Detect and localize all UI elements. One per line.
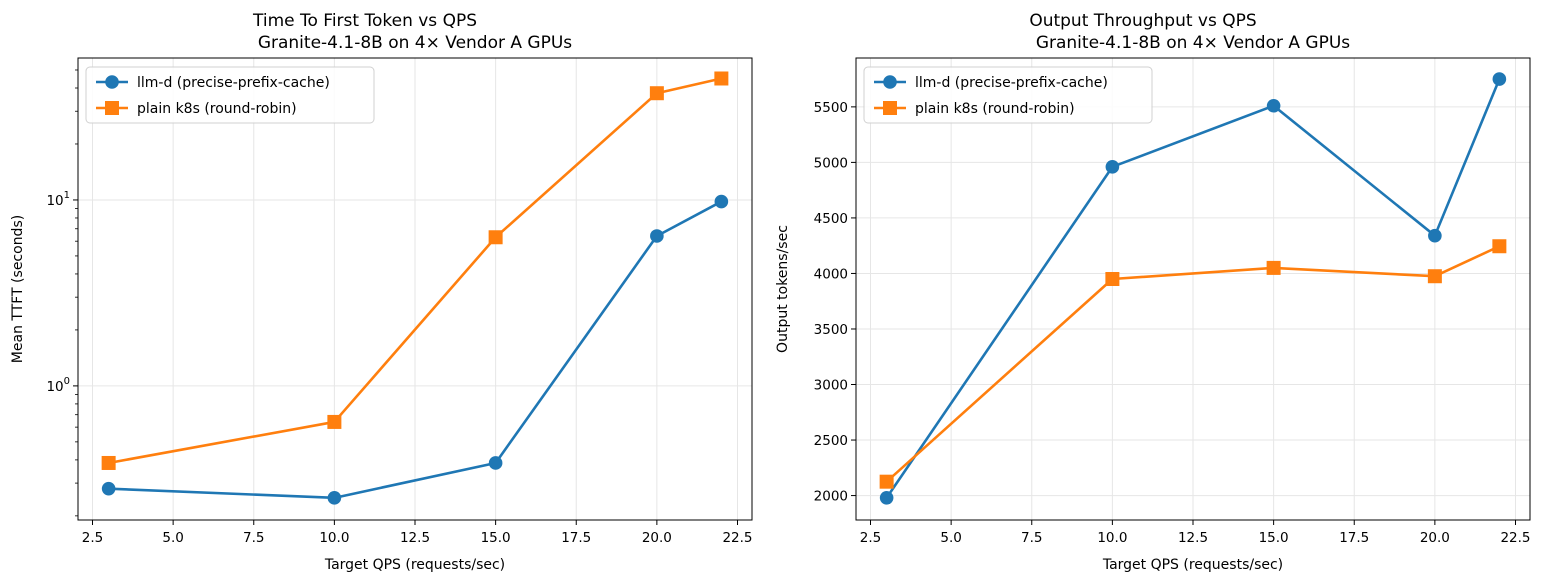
legend-marker	[883, 75, 897, 89]
data-point	[101, 455, 116, 470]
x-tick-label: 17.5	[561, 530, 591, 546]
x-tick-label: 20.0	[1420, 530, 1450, 546]
legend-marker	[105, 101, 119, 115]
x-tick-label: 17.5	[1339, 530, 1369, 546]
y-tick-exponent: 0	[64, 376, 70, 387]
legend-marker	[105, 75, 119, 89]
y-tick-label: 5000	[814, 155, 848, 171]
y-axis-label: Mean TTFT (seconds)	[10, 215, 26, 363]
data-point	[488, 230, 503, 245]
x-tick-label: 2.5	[82, 530, 103, 546]
x-tick-label: 7.5	[1021, 530, 1042, 546]
grid	[856, 58, 1530, 520]
chart-subtitle: Granite-4.1-8B on 4× Vendor A GPUs	[1036, 33, 1350, 53]
y-tick-base: 10	[46, 193, 63, 209]
y-tick-label: 3000	[814, 378, 848, 394]
chart-title: Output Throughput vs QPS	[1029, 11, 1256, 31]
x-axis-label: Target QPS (requests/sec)	[1102, 557, 1283, 573]
data-point	[650, 229, 664, 243]
y-tick-label: 4000	[814, 266, 848, 282]
y-tick-label: 101	[46, 190, 70, 209]
data-point	[101, 481, 116, 496]
x-tick-label: 10.0	[1097, 530, 1127, 546]
legend-label: plain k8s (round-robin)	[137, 101, 297, 117]
x-tick-label: 22.5	[1500, 530, 1530, 546]
legend-box	[863, 66, 1153, 124]
x-tick-label: 12.5	[400, 530, 430, 546]
y-tick-exponent: 1	[64, 190, 70, 201]
x-tick-label: 2.5	[860, 530, 881, 546]
y-tick-label: 100	[46, 376, 70, 395]
data-point	[327, 491, 342, 505]
y-tick-label: 4500	[814, 211, 848, 227]
x-tick-label: 20.0	[642, 530, 672, 546]
x-axis-label: Target QPS (requests/sec)	[324, 557, 505, 573]
data-point	[879, 490, 894, 505]
legend-item: llm-d (precise-prefix-cache)	[96, 75, 330, 91]
series-plain-k8s	[101, 71, 729, 470]
x-tick-label: 10.0	[319, 530, 349, 546]
data-point	[879, 474, 894, 489]
y-tick-label: 3500	[814, 322, 848, 338]
y-axis-label: Output tokens/sec	[775, 225, 791, 353]
legend-marker	[883, 101, 897, 115]
data-point	[488, 456, 503, 470]
y-tick-base: 10	[46, 379, 63, 395]
legend-item: llm-d (precise-prefix-cache)	[874, 75, 1108, 91]
x-tick-label: 7.5	[243, 530, 264, 546]
data-point	[1492, 239, 1507, 254]
legend-box	[85, 66, 375, 124]
data-point	[1105, 272, 1120, 287]
grid	[78, 58, 752, 520]
x-tick-label: 15.0	[481, 530, 511, 546]
legend-item: plain k8s (round-robin)	[96, 101, 297, 117]
x-tick-label: 15.0	[1259, 530, 1289, 546]
x-tick-label: 5.0	[940, 530, 961, 546]
x-tick-label: 22.5	[722, 530, 752, 546]
chart-subtitle: Granite-4.1-8B on 4× Vendor A GPUs	[258, 33, 572, 53]
data-point	[1428, 228, 1442, 243]
x-tick-label: 5.0	[162, 530, 183, 546]
legend: llm-d (precise-prefix-cache) plain k8s (r…	[863, 66, 1153, 124]
chart-title: Time To First Token vs QPS	[252, 11, 477, 31]
legend: llm-d (precise-prefix-cache) plain k8s (r…	[85, 66, 375, 124]
legend-item: plain k8s (round-robin)	[874, 101, 1075, 117]
data-point	[649, 86, 664, 101]
y-tick-label: 2000	[814, 489, 848, 505]
data-point	[1492, 72, 1507, 86]
x-tick-label: 12.5	[1178, 530, 1208, 546]
data-point	[1266, 98, 1281, 113]
legend-label: llm-d (precise-prefix-cache)	[137, 75, 330, 91]
series-llm-d	[101, 194, 729, 505]
series-plain-k8s	[879, 239, 1507, 489]
y-tick-label: 2500	[814, 433, 848, 449]
y-tick-label: 5500	[814, 100, 848, 116]
data-point	[1427, 269, 1442, 284]
chart-1: 2.5 5.0 7.5 10.0 12.5 15.0 17.5 20.0 22.5100101T…	[10, 11, 753, 573]
legend-label: llm-d (precise-prefix-cache)	[915, 75, 1108, 91]
series-llm-d	[879, 72, 1507, 505]
data-point	[714, 71, 729, 86]
data-point	[714, 194, 729, 209]
data-point	[327, 414, 342, 429]
chart-2: 2.5 5.0 7.5 10.0 12.5 15.0 17.5 20.0 22.5 2000 250…	[775, 11, 1531, 573]
data-point	[1105, 160, 1120, 174]
data-point	[1266, 260, 1281, 275]
legend-label: plain k8s (round-robin)	[915, 101, 1075, 117]
